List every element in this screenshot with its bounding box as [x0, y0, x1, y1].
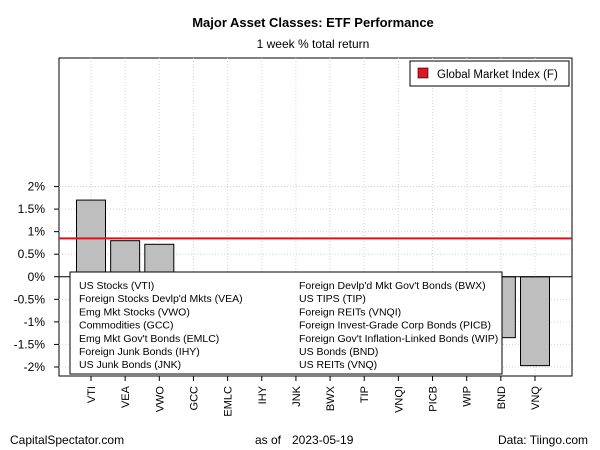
key-entry: Foreign REITs (VNQI) [299, 306, 401, 318]
y-tick-label: 0.5% [18, 247, 46, 261]
y-tick-label: -1.5% [14, 337, 46, 351]
x-tick-label-emlc: EMLC [223, 386, 235, 417]
key-entry: Foreign Junk Bonds (IHY) [79, 346, 200, 358]
key-entry: Foreign Stocks Devlp'd Mkts (VEA) [79, 293, 243, 305]
x-tick-label-vnqi: VNQI [393, 386, 405, 413]
x-tick-label-vea: VEA [120, 385, 132, 408]
bar-vea [110, 240, 141, 278]
key-entry: Foreign Invest-Grade Corp Bonds (PICB) [299, 320, 491, 332]
y-tick-label: 0% [28, 270, 46, 284]
x-tick-label-jnk: JNK [291, 385, 303, 406]
plot-area [58, 57, 573, 377]
grid-lines [59, 58, 572, 376]
y-tick-label: -1% [24, 315, 46, 329]
x-tick-label-vti: VTI [86, 386, 98, 403]
y-axis: -2% -1.5% -1% -0.5% 0% 0.5% 1% 1.5% 2% [14, 180, 59, 374]
x-axis: VTI VEA VWO GCC EMLC IHY JNK BWX TIP VNQI PICB WIP B… [86, 376, 542, 417]
key-entry: Foreign Gov't Inflation-Linked Bonds (WI… [299, 333, 498, 345]
legend: Global Market Index (F) [409, 60, 570, 87]
key-entry: US TIPS (TIP) [299, 293, 366, 305]
x-tick-label-wip: WIP [462, 386, 474, 407]
key-entry: US Stocks (VTI) [79, 280, 154, 292]
legend-box [409, 60, 570, 87]
y-tick-label: 2% [28, 180, 46, 194]
bar-vnq [520, 276, 550, 367]
x-tick-label-bwx: BWX [325, 385, 337, 411]
footer-data-source: Data: Tiingo.com [498, 433, 588, 447]
footer-as-of-label: as of [255, 433, 282, 447]
y-tick-label: 1% [28, 225, 46, 239]
x-tick-label-picb: PICB [428, 386, 440, 412]
key-entry: Emg Mkt Stocks (VWO) [79, 306, 190, 318]
footer-date: 2023-05-19 [292, 433, 354, 447]
x-tick-label-gcc: GCC [188, 386, 200, 411]
x-tick-label-bnd: BND [496, 386, 508, 409]
key-entry: US REITs (VNQ) [299, 359, 377, 371]
ticker-key: US Stocks (VTI)Foreign Stocks Devlp'd Mk… [69, 271, 503, 375]
legend-label: Global Market Index (F) [437, 69, 558, 81]
bar-vwo [144, 243, 175, 278]
footer-source-site: CapitalSpectator.com [10, 433, 124, 447]
x-tick-label-tip: TIP [359, 386, 371, 403]
y-tick-label: -2% [24, 360, 46, 374]
key-entry: Commodities (GCC) [79, 320, 174, 332]
chart-title: Major Asset Classes: ETF Performance [192, 15, 434, 30]
key-entry: Foreign Devlp'd Mkt Gov't Bonds (BWX) [299, 280, 486, 292]
legend-swatch [417, 67, 429, 79]
x-tick-label-vwo: VWO [154, 386, 166, 413]
y-tick-label: -0.5% [14, 292, 46, 306]
x-tick-label-ihy: IHY [257, 385, 269, 404]
x-tick-label-vnq: VNQ [530, 386, 542, 410]
key-entry: US Bonds (BND) [299, 346, 378, 358]
y-tick-label: 1.5% [18, 202, 46, 216]
chart-subtitle: 1 week % total return [257, 37, 370, 51]
ticker-key-box [69, 271, 503, 375]
key-entry: US Junk Bonds (JNK) [79, 359, 181, 371]
key-entry: Emg Mkt Gov't Bonds (EMLC) [79, 333, 219, 345]
